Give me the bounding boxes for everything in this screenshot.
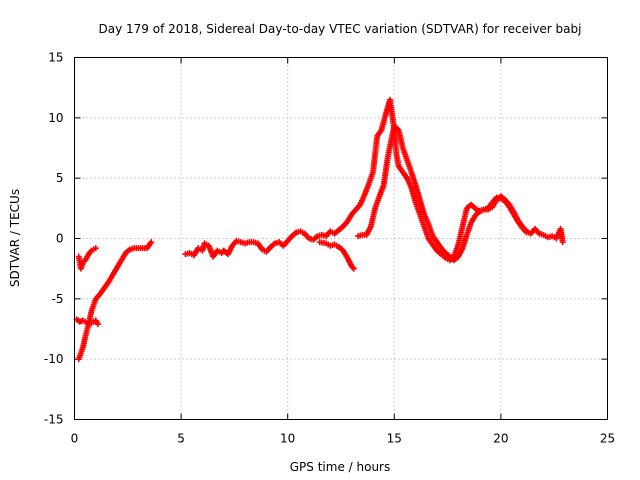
data-point bbox=[92, 245, 99, 252]
x-tick-label: 0 bbox=[71, 432, 79, 446]
series-trace-e bbox=[316, 239, 357, 272]
plot-frame bbox=[74, 57, 608, 420]
y-tick-label: -15 bbox=[44, 413, 64, 427]
y-tick-label: 0 bbox=[56, 232, 64, 246]
series-trace-f bbox=[355, 123, 530, 264]
y-tick-label: -5 bbox=[52, 292, 64, 306]
x-axis-label: GPS time / hours bbox=[290, 460, 391, 474]
y-axis-label: SDTVAR / TECUs bbox=[8, 189, 22, 287]
x-tick-label: 20 bbox=[493, 432, 508, 446]
y-tick-label: 10 bbox=[48, 111, 63, 125]
x-tick-label: 15 bbox=[387, 432, 402, 446]
x-tick-label: 5 bbox=[177, 432, 185, 446]
data-point bbox=[523, 229, 530, 236]
series-trace-c bbox=[75, 239, 155, 363]
data-point bbox=[94, 321, 101, 328]
chart-title: Day 179 of 2018, Sidereal Day-to-day VTE… bbox=[99, 22, 582, 36]
data-point bbox=[559, 239, 566, 246]
y-tick-label: 15 bbox=[48, 51, 63, 65]
y-tick-label: -10 bbox=[44, 352, 64, 366]
series-trace-d bbox=[182, 96, 566, 264]
series-trace-a bbox=[75, 245, 99, 272]
data-point bbox=[350, 265, 357, 272]
y-tick-label: 5 bbox=[56, 171, 64, 185]
x-tick-label: 10 bbox=[280, 432, 295, 446]
data-points bbox=[73, 96, 566, 363]
x-tick-label: 25 bbox=[600, 432, 615, 446]
grid bbox=[74, 57, 608, 420]
data-point bbox=[148, 239, 155, 246]
